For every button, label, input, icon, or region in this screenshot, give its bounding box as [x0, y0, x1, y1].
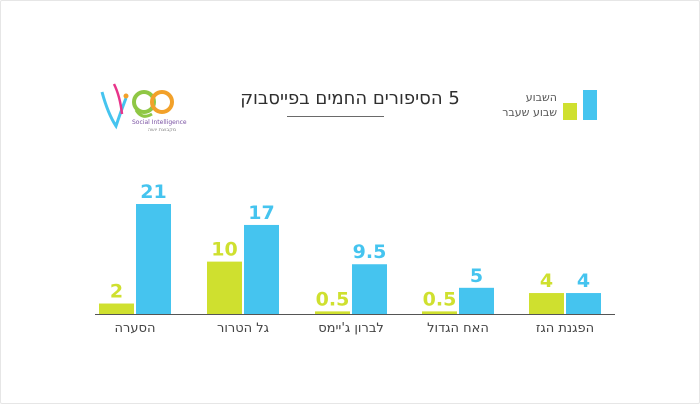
- bar-current-1: [136, 204, 171, 314]
- value-label-previous-1: 2: [110, 281, 123, 303]
- legend-label-previous: שבוע שעבר: [502, 106, 557, 119]
- category-label-4: האח הגדול: [427, 321, 489, 336]
- bar-current-2: [244, 224, 279, 314]
- category-label-2: גל הטרור: [217, 321, 269, 336]
- bar-current-3: [352, 264, 387, 314]
- value-label-previous-4: 0.5: [423, 288, 457, 310]
- title-underline: [287, 116, 384, 117]
- value-label-current-3: 9.5: [353, 241, 387, 263]
- bar-previous-5: [529, 293, 564, 314]
- legend: השבוע שבוע שעבר: [502, 90, 605, 122]
- bar-previous-2: [207, 261, 242, 314]
- category-label-5: הפגנת הגז: [536, 321, 594, 336]
- value-label-previous-3: 0.5: [316, 288, 350, 310]
- value-label-current-2: 17: [248, 202, 274, 224]
- value-label-current-1: 21: [140, 181, 166, 203]
- bar-previous-4: [422, 311, 457, 314]
- legend-swatch-previous: [563, 103, 577, 120]
- bar-current-4: [459, 287, 494, 314]
- legend-label-current: השבוע: [525, 91, 557, 104]
- value-label-previous-2: 10: [211, 239, 237, 261]
- vi90-logo: Social Intelligence מקבוצת יושה: [100, 83, 187, 133]
- category-label-1: הסערה: [115, 321, 156, 336]
- logo-tagline: Social Intelligence: [132, 119, 187, 126]
- bar-previous-3: [315, 311, 350, 314]
- value-label-current-4: 5: [470, 265, 483, 287]
- legend-swatch-current: [583, 90, 597, 120]
- chart-title: 5 הסיפורים החמים בפייסבוק: [240, 88, 460, 109]
- value-label-previous-5: 4: [540, 270, 553, 292]
- logo-subline: מקבוצת יושה: [148, 127, 176, 133]
- bar-current-5: [566, 293, 601, 314]
- category-label-3: לברון ג'יימס: [318, 321, 383, 336]
- bar-previous-1: [99, 303, 134, 314]
- value-label-current-5: 4: [577, 270, 590, 292]
